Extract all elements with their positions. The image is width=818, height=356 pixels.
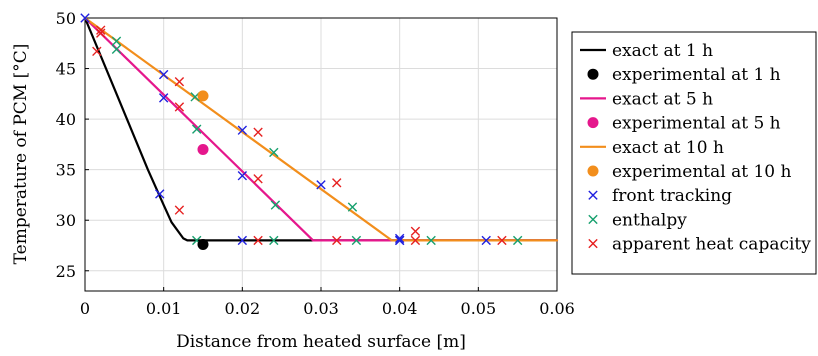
x-tick-label: 0 (80, 299, 90, 318)
x-tick-label: 0.01 (146, 299, 182, 318)
enthalpy-point (269, 147, 279, 158)
apparent-heat-capacity-point (410, 226, 421, 237)
legend-label: exact at 5 h (612, 89, 713, 109)
y-axis-label: Temperature of PCM [°C] (11, 44, 31, 265)
enthalpy-point (512, 235, 523, 246)
legend-label: exact at 10 h (612, 138, 724, 158)
apparent-heat-capacity-point (253, 235, 263, 246)
x-tick-label: 0.02 (225, 299, 261, 318)
y-tick-label: 30 (56, 211, 76, 230)
legend-frame (571, 31, 817, 275)
front-tracking-point (237, 125, 248, 135)
apparent-heat-capacity-point (174, 102, 185, 112)
exact-at-1-h-line (83, 16, 559, 242)
front-tracking-point (155, 189, 165, 199)
y-tick-label: 45 (56, 60, 76, 79)
legend-label: front tracking (612, 186, 732, 206)
legend-items: exact at 1 h experimental at 1 h exact at … (580, 41, 811, 255)
legend-item-exact-at-10-h: exact at 10 h (580, 138, 724, 158)
legend-cross-swatch (588, 214, 598, 225)
front-tracking-point (394, 235, 405, 246)
legend-label: experimental at 1 h (612, 65, 781, 85)
apparent-heat-capacity-point (174, 77, 185, 87)
front-tracking-point (316, 180, 326, 190)
apparent-heat-capacity-point (253, 174, 263, 184)
y-tick-label: 35 (56, 161, 76, 180)
enthalpy-point (111, 36, 122, 46)
y-tick-label: 25 (56, 262, 76, 281)
apparent-heat-capacity-point (332, 178, 342, 188)
apparent-heat-capacity-point (253, 127, 263, 137)
apparent-heat-capacity-point (174, 205, 185, 215)
axis-ticks: 0 0.01 0.02 0.03 0.04 0.05 0.06 25 30 35 40 45 50 (56, 9, 575, 318)
legend-label: experimental at 10 h (612, 162, 791, 182)
legend-item-experimental-at-1-h: experimental at 1 h (587, 65, 781, 85)
enthalpy-point (351, 235, 362, 246)
apparent-heat-capacity-point (96, 25, 106, 35)
front-tracking-point (481, 235, 491, 246)
front-tracking-point (80, 13, 90, 23)
y-tick-label: 40 (56, 110, 76, 129)
legend-item-exact-at-5-h: exact at 5 h (580, 89, 713, 109)
experimental-at-1-h-point (197, 238, 209, 250)
legend-cross-swatch (588, 238, 598, 249)
front-tracking-point (158, 93, 169, 103)
legend-label: experimental at 5 h (612, 114, 781, 134)
enthalpy-point (270, 200, 281, 210)
legend-item-experimental-at-5-h: experimental at 5 h (587, 114, 781, 134)
legend-item-enthalpy: enthalpy (588, 210, 687, 230)
enthalpy-point (426, 235, 436, 246)
x-tick-label: 0.03 (303, 299, 339, 318)
x-tick-label: 0.06 (539, 299, 575, 318)
legend-cross-swatch (588, 190, 598, 200)
legend-item-exact-at-1-h: exact at 1 h (580, 41, 713, 61)
experimental-at-10-h-point (197, 90, 209, 102)
enthalpy-point (269, 235, 279, 246)
front-tracking-point (237, 171, 248, 181)
apparent-heat-capacity-point (410, 235, 421, 246)
y-tick-label: 50 (56, 9, 76, 28)
grid (84, 17, 558, 291)
series-markers (80, 13, 523, 250)
enthalpy-point (192, 124, 202, 134)
experimental-at-5-h-point (197, 143, 209, 155)
x-tick-label: 0.05 (461, 299, 497, 318)
legend-label: apparent heat capacity (612, 235, 811, 255)
legend-item-front-tracking: front tracking (588, 186, 732, 206)
legend-label: enthalpy (612, 210, 687, 230)
x-tick-label: 0.04 (382, 299, 418, 318)
legend: exact at 1 h experimental at 1 h exact at … (571, 31, 817, 275)
legend-dot-swatch (587, 68, 599, 80)
enthalpy-point (111, 44, 122, 55)
apparent-heat-capacity-point (96, 28, 106, 38)
legend-dot-swatch (587, 117, 599, 129)
front-tracking-point (237, 235, 248, 246)
legend-label: exact at 1 h (612, 41, 713, 61)
apparent-heat-capacity-point (92, 46, 102, 57)
legend-item-experimental-at-10-h: experimental at 10 h (587, 162, 791, 182)
legend-dot-swatch (587, 165, 599, 177)
enthalpy-point (347, 202, 358, 212)
x-axis-label: Distance from heated surface [m] (176, 332, 466, 352)
front-tracking-point (394, 233, 405, 244)
front-tracking-point (158, 69, 169, 80)
apparent-heat-capacity-point (497, 235, 507, 246)
apparent-heat-capacity-point (332, 235, 342, 246)
legend-item-apparent-heat-capacity: apparent heat capacity (588, 235, 811, 255)
